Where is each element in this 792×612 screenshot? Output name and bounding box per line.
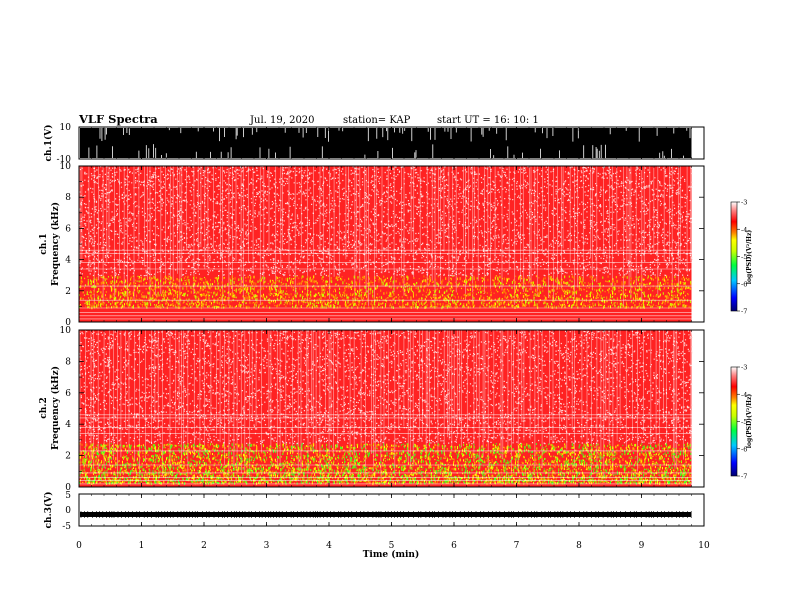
ch1-colorbar-tick-label-1: -4 xyxy=(741,226,747,234)
xtick-label-9: 9 xyxy=(639,541,645,551)
ch1-waveform-fill xyxy=(80,128,692,158)
ch2-spectrogram-panel: 0 2 4 6 8 10 ch.2 Frequency (kHz) -3 -4 -5 -6 -7 … xyxy=(39,326,753,493)
ch1-spectrogram-streaks xyxy=(79,166,692,306)
ch3-ytick-bottom: -5 xyxy=(62,522,71,532)
ch2-spectrogram-ytick-label-5: 10 xyxy=(60,326,72,336)
ch2-spectrogram-ylabel-frequency: Frequency (kHz) xyxy=(50,366,61,450)
ch2-spectrogram-ytick-label-1: 2 xyxy=(65,452,71,462)
ch1-spectrogram-ytick-label-4: 8 xyxy=(65,193,71,203)
xtick-label-4: 4 xyxy=(326,541,332,551)
ch3-waveform-spikes xyxy=(80,511,692,518)
ch2-spectrogram-background xyxy=(79,330,692,487)
ch1-colorbar-tick-label-0: -3 xyxy=(741,199,747,207)
ch1-spectrogram-speckle xyxy=(79,166,693,277)
xtick-label-10: 10 xyxy=(698,541,710,551)
ch2-spectrogram-band-1 xyxy=(79,443,692,485)
ch3-panel-frame xyxy=(78,493,705,527)
xtick-label-2: 2 xyxy=(201,541,207,551)
ch1-colorbar-tick-label-2: -5 xyxy=(741,253,747,261)
ch1-colorbar-scale xyxy=(730,201,738,312)
ch1-ytick-top: 10 xyxy=(60,123,72,133)
ch1-ylabel: ch.1(V) xyxy=(43,125,54,162)
ch1-waveform-gaps xyxy=(88,128,691,158)
x-axis-label: Time (min) xyxy=(363,549,420,560)
ch1-colorbar: -3 -4 -5 -6 -7 log(PSD)(V²/Hz) xyxy=(730,199,753,316)
xtick-label-6: 6 xyxy=(451,541,457,551)
ch1-spectrogram-ylabel-frequency: Frequency (kHz) xyxy=(50,202,61,286)
ch2-spectrogram-band-0 xyxy=(79,443,691,485)
ch2-colorbar-label: log(PSD)(V²/Hz) xyxy=(746,394,753,449)
xtick-label-0: 0 xyxy=(76,541,82,551)
ch3-waveform-panel: 5 0 -5 ch.3(V) xyxy=(43,491,705,532)
ch1-spectrogram-ytick-label-1: 2 xyxy=(65,287,71,297)
station-label: station= KAP xyxy=(343,115,411,126)
ch1-colorbar-tick-label-3: -6 xyxy=(741,280,747,288)
ch2-spectrogram-ytick-label-4: 8 xyxy=(65,357,71,367)
ch2-spectrogram-ytick-label-0: 0 xyxy=(65,483,71,493)
ch1-spectrogram-hlines xyxy=(79,249,692,320)
date-label: Jul. 19, 2020 xyxy=(249,115,315,126)
figure-title: VLF Spectra xyxy=(78,112,158,126)
ch2-spectrogram-band-3 xyxy=(79,443,692,486)
xtick-label-8: 8 xyxy=(576,541,582,551)
ch3-waveform-trace xyxy=(80,511,692,518)
xtick-label-5: 5 xyxy=(389,541,395,551)
ch1-spectrogram-background xyxy=(79,166,692,322)
ch3-ytick-top: 5 xyxy=(65,491,71,501)
ch2-spectrogram-heatmap xyxy=(79,330,693,487)
xtick-label-1: 1 xyxy=(139,541,145,551)
xtick-label-7: 7 xyxy=(514,541,520,551)
xtick-label-3: 3 xyxy=(264,541,270,551)
ch2-spectrogram-ylabel-channel: ch.2 xyxy=(39,397,49,418)
ch2-colorbar-tick-label-3: -6 xyxy=(741,445,747,453)
ch2-colorbar-tick-label-4: -7 xyxy=(741,473,747,481)
ch1-spectrogram-ytick-label-2: 4 xyxy=(65,256,71,266)
ch1-waveform-trace xyxy=(80,128,692,158)
ch2-spectrogram-ytick-label-2: 4 xyxy=(65,420,71,430)
ch3-ylabel: ch.3(V) xyxy=(43,492,54,529)
ch2-spectrogram-band-5 xyxy=(79,443,692,485)
ch2-spectrogram-streaks xyxy=(79,330,692,481)
ch2-spectrogram-hlines xyxy=(79,414,692,485)
ch2-colorbar-tick-label-1: -4 xyxy=(741,391,747,399)
ch1-spectrogram-ytick-label-5: 10 xyxy=(60,162,72,172)
start-time-label: start UT = 16: 10: 1 xyxy=(437,115,539,126)
ch2-colorbar: -3 -4 -5 -6 -7 log(PSD)(V²/Hz) xyxy=(730,364,753,481)
ch1-spectrogram-ytick-label-0: 0 xyxy=(65,318,71,328)
ch1-colorbar-tick-label-4: -7 xyxy=(741,308,747,316)
ch1-spectrogram-panel: 0 2 4 6 8 10 ch.1 Frequency (kHz) -3 -4 -5 -6 -7 … xyxy=(39,162,753,328)
ch1-waveform-panel: 10 -10 ch.1(V) xyxy=(43,123,705,165)
ch3-ytick-middle: 0 xyxy=(65,506,71,516)
ch1-spectrogram-band-0 xyxy=(79,275,690,310)
ch2-colorbar-tick-label-0: -3 xyxy=(741,364,747,372)
ch1-ytick-bottom: -10 xyxy=(57,155,72,165)
ch1-spectrogram-ytick-label-3: 6 xyxy=(65,224,71,234)
ch1-spectrogram-ylabel-channel: ch.1 xyxy=(39,233,49,254)
ch1-colorbar-label: log(PSD)(V²/Hz) xyxy=(746,230,753,285)
ch2-spectrogram-speckle xyxy=(79,330,693,445)
ch1-spectrogram-heatmap xyxy=(79,166,693,322)
ch2-spectrogram-band-4 xyxy=(79,443,691,486)
ch2-colorbar-scale xyxy=(730,366,738,477)
ch2-spectrogram-ytick-label-3: 6 xyxy=(65,389,71,399)
ch2-colorbar-tick-label-2: -5 xyxy=(741,418,747,426)
time-axis: 0 1 2 3 4 5 6 7 8 9 10 xyxy=(76,127,710,551)
